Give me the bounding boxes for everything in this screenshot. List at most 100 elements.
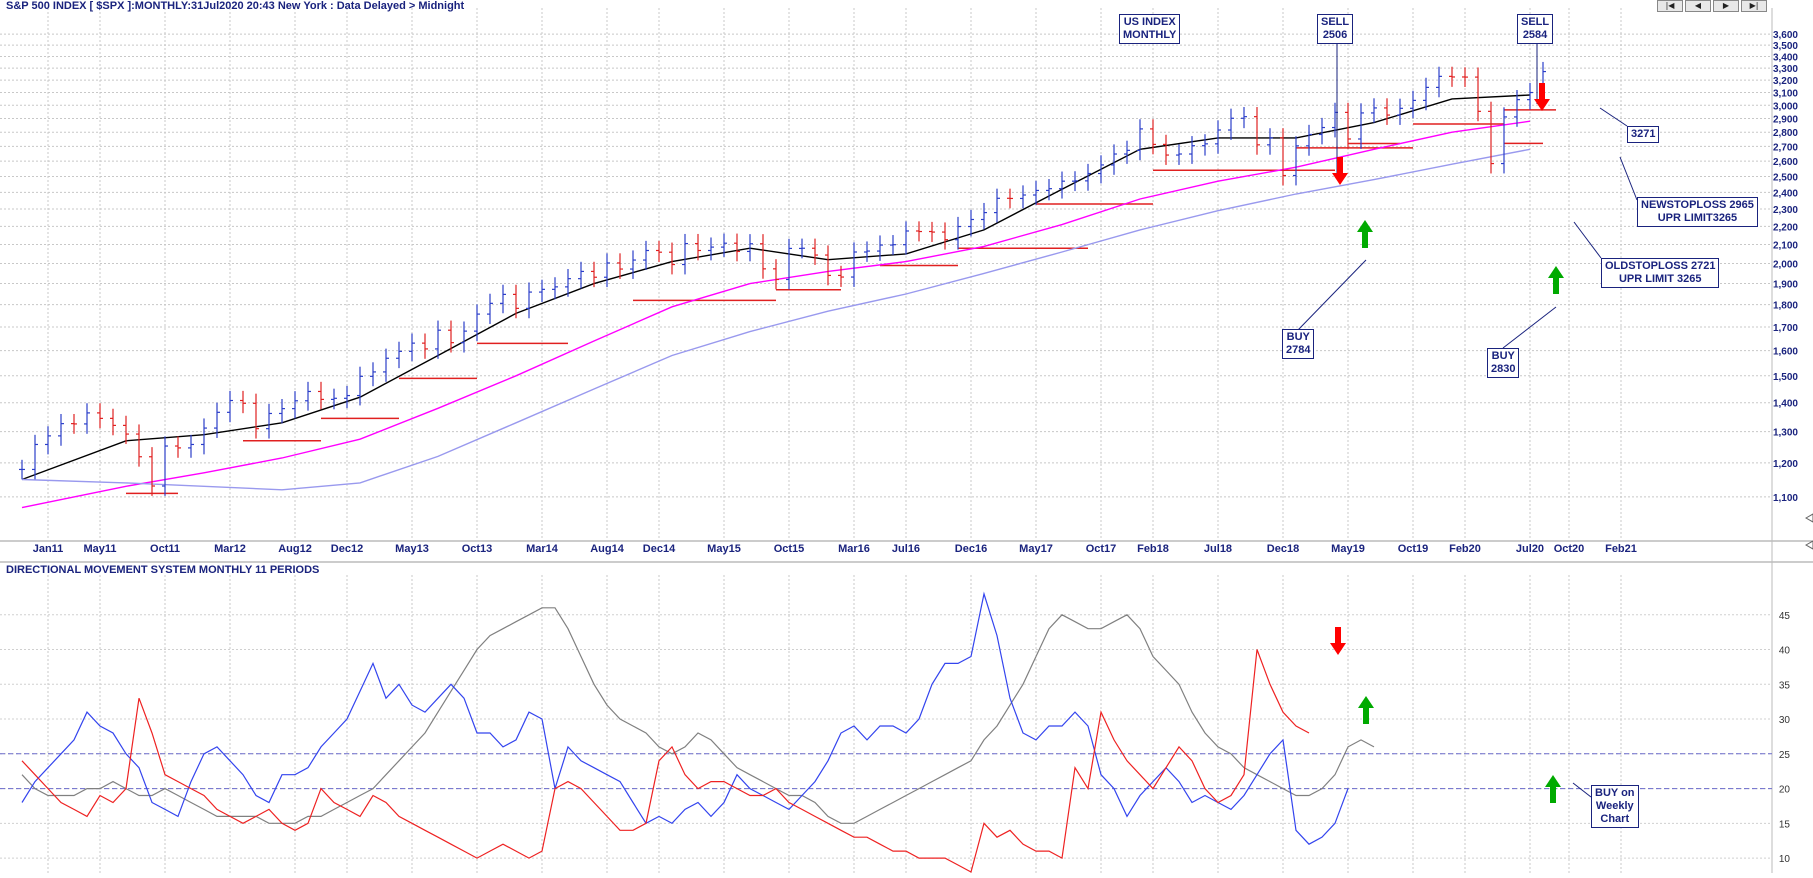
- us-index-monthly-label: US INDEX MONTHLY: [1119, 14, 1181, 44]
- ohlc-bar: [1501, 107, 1507, 174]
- scroll-marker-icon: [1804, 513, 1813, 523]
- x-tick-label: Feb20: [1449, 543, 1481, 555]
- annotation-leader-line: [1573, 221, 1602, 259]
- buy-weekly-line3: Chart: [1600, 813, 1630, 825]
- y-tick-label: 2,300: [1773, 205, 1798, 216]
- x-tick-label: May19: [1331, 543, 1365, 555]
- ohlc-bar: [1462, 67, 1468, 87]
- ohlc-bar: [1228, 108, 1234, 140]
- nav-prev-button[interactable]: ◀: [1685, 0, 1711, 12]
- buy1-line1: BUY: [1286, 331, 1310, 343]
- ohlc-bar: [1124, 140, 1130, 164]
- ohlc-bar: [45, 426, 51, 455]
- buy-2830-label: BUY 2830: [1487, 348, 1520, 378]
- x-tick-label: Feb18: [1137, 543, 1169, 555]
- y-tick-label: 2,500: [1773, 172, 1798, 183]
- ohlc-bar: [1345, 102, 1351, 149]
- ohlc-bar: [903, 221, 909, 255]
- indicator-y-tick-label: 40: [1779, 646, 1791, 657]
- ohlc-bar: [1488, 101, 1494, 174]
- y-tick-label: 3,600: [1773, 30, 1798, 41]
- y-tick-label: 1,300: [1773, 428, 1798, 439]
- buy2-line2: 2830: [1491, 363, 1516, 375]
- old-stop-line2: UPR LIMIT 3265: [1618, 273, 1702, 285]
- ohlc-bar: [890, 235, 896, 255]
- x-tick-label: Dec12: [331, 543, 363, 555]
- nav-next-button[interactable]: ▶: [1713, 0, 1739, 12]
- x-tick-label: Oct11: [150, 543, 180, 555]
- y-tick-label: 1,700: [1773, 323, 1798, 334]
- x-tick-label: May15: [707, 543, 741, 555]
- ohlc-bar: [604, 253, 610, 288]
- ohlc-bar: [422, 333, 428, 359]
- y-tick-label: 2,700: [1773, 142, 1798, 153]
- ohlc-bar: [1059, 171, 1065, 199]
- sell-arrow-icon: [1330, 627, 1346, 655]
- buy-weekly-label: BUY on Weekly Chart: [1591, 785, 1639, 828]
- ohlc-bar: [32, 434, 38, 480]
- ohlc-bar: [1215, 120, 1221, 154]
- ohlc-bar: [175, 436, 181, 458]
- sell2-line2: 2584: [1522, 29, 1548, 41]
- dmi-series-line: [21, 607, 1375, 824]
- ohlc-bar: [1189, 136, 1195, 164]
- ohlc-bar: [1436, 66, 1442, 98]
- ohlc-bar: [1449, 66, 1455, 87]
- ohlc-bar: [292, 391, 298, 419]
- ohlc-bar: [123, 415, 129, 444]
- ohlc-bar: [1384, 98, 1390, 125]
- x-tick-label: Mar16: [838, 543, 870, 555]
- ohlc-bar: [981, 202, 987, 230]
- indicator-y-tick-label: 20: [1779, 785, 1791, 796]
- y-tick-label: 2,400: [1773, 188, 1798, 199]
- ohlc-bar: [383, 348, 389, 382]
- buy-arrow-icon: [1357, 220, 1373, 248]
- x-tick-label: May17: [1019, 543, 1053, 555]
- ohlc-bar: [1267, 128, 1273, 155]
- ohlc-bar: [97, 403, 103, 429]
- sell-2584-label: SELL 2584: [1517, 14, 1554, 44]
- ohlc-bar: [1410, 90, 1416, 119]
- ohlc-bar: [565, 269, 571, 297]
- ohlc-bar: [1020, 185, 1026, 209]
- sell2-line1: SELL: [1521, 16, 1550, 28]
- sell1-line1: SELL: [1321, 16, 1350, 28]
- ohlc-bar: [734, 233, 740, 262]
- ohlc-bar: [1072, 171, 1078, 192]
- nav-last-button[interactable]: ▶|: [1741, 0, 1767, 12]
- ohlc-bar: [227, 390, 233, 423]
- y-tick-label: 3,200: [1773, 76, 1798, 87]
- ohlc-bar: [344, 385, 350, 409]
- ohlc-bar: [214, 402, 220, 438]
- ohlc-bar: [851, 242, 857, 287]
- old-stoploss-label: OLDSTOPLOSS 2721 UPR LIMIT 3265: [1601, 258, 1720, 288]
- y-tick-label: 1,200: [1773, 459, 1798, 470]
- y-tick-label: 2,100: [1773, 241, 1798, 252]
- ohlc-bar: [19, 459, 25, 480]
- ohlc-bar: [747, 234, 753, 262]
- ohlc-bar: [968, 209, 974, 237]
- indicator-y-tick-label: 45: [1779, 611, 1791, 622]
- sell-2506-label: SELL 2506: [1317, 14, 1354, 44]
- ohlc-bar: [1176, 144, 1182, 165]
- ohlc-bar: [656, 240, 662, 263]
- nav-first-button[interactable]: |◀: [1657, 0, 1683, 12]
- ohlc-bar: [71, 413, 77, 434]
- dmi-series-line: [21, 649, 1310, 873]
- ohlc-bar: [1111, 144, 1117, 175]
- x-tick-label: Aug12: [278, 543, 312, 555]
- ohlc-bar: [1033, 180, 1039, 205]
- y-tick-label: 3,500: [1773, 41, 1798, 52]
- x-tick-label: Mar12: [214, 543, 246, 555]
- ohlc-bar: [825, 245, 831, 286]
- ohlc-bar: [149, 447, 155, 496]
- ohlc-bar: [1371, 98, 1377, 123]
- ohlc-bar: [786, 238, 792, 290]
- scroll-marker-icon: [1804, 540, 1813, 550]
- ohlc-bar: [201, 418, 207, 455]
- ohlc-bar: [682, 233, 688, 275]
- ohlc-bar: [240, 390, 246, 414]
- buy-arrow-icon: [1545, 775, 1561, 803]
- moving-average-line: [21, 120, 1531, 509]
